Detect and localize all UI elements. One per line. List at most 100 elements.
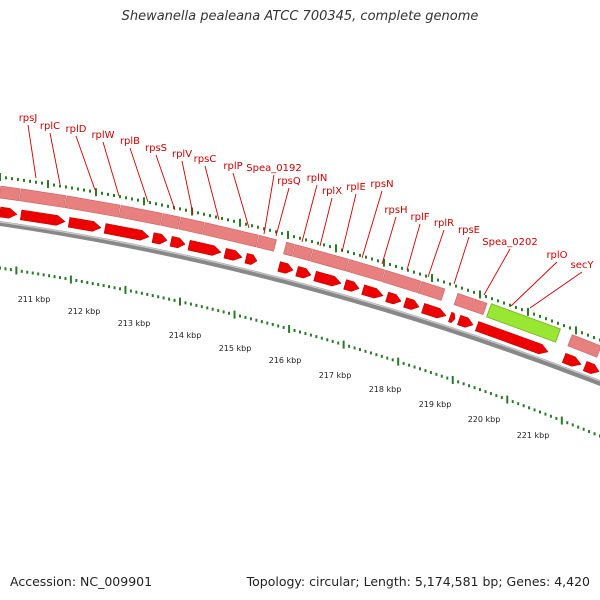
leader-line [263, 174, 275, 235]
leader-line [102, 141, 120, 197]
scale-tick [0, 266, 1, 270]
scale-tick [304, 332, 307, 336]
ring-tick [245, 222, 247, 226]
scale-tick [288, 324, 291, 333]
leader-line [361, 190, 383, 259]
scale-tick [462, 382, 465, 386]
ring-tick [425, 274, 427, 278]
scale-tick [484, 390, 487, 394]
ring-tick [557, 321, 559, 325]
scale-tick [162, 296, 165, 300]
scale-tick [168, 297, 171, 301]
leader-line [453, 236, 470, 285]
ring-tick [59, 184, 61, 188]
gene-box-outer [0, 185, 21, 201]
scale-tick [146, 292, 149, 296]
scale-tick [593, 432, 596, 436]
ring-tick [347, 250, 349, 254]
leader-line [75, 135, 96, 191]
gene-box-outer [256, 235, 277, 252]
scale-tick [419, 367, 421, 371]
scale-tick [555, 416, 558, 420]
ring-tick [107, 192, 109, 196]
scale-tick [402, 361, 405, 365]
gene-label-rpsq: rpsQ [277, 176, 301, 187]
scale-tick [255, 318, 258, 322]
scale-tick [544, 412, 547, 416]
scale-tick [271, 323, 274, 327]
gene-box-outer [118, 204, 163, 226]
ring-tick [533, 312, 535, 316]
ring-tick [149, 201, 151, 205]
scale-tick [424, 369, 427, 373]
ring-tick [485, 295, 487, 299]
scale-tick [489, 392, 492, 396]
scale-tick [217, 309, 220, 313]
scale-tick [522, 404, 525, 408]
scale-tick [380, 354, 383, 358]
scale-label: 217 kbp [319, 371, 352, 380]
scale-tick [119, 287, 121, 291]
scale-tick [348, 344, 351, 348]
map-title: Shewanella pealeana ATCC 700345, complet… [121, 9, 479, 24]
ring-tick [311, 240, 313, 244]
scale-label: 220 kbp [468, 415, 501, 424]
scale-tick [64, 277, 67, 281]
scale-tick [571, 423, 574, 427]
scale-tick [386, 356, 389, 360]
leader-line [510, 261, 558, 307]
scale-label: 212 kbp [68, 307, 101, 316]
ring-tick [299, 236, 301, 240]
gene-label-rplc: rplC [40, 121, 60, 132]
scale-label: 214 kbp [169, 331, 202, 340]
gene-arrow-inner [187, 239, 222, 256]
ring-tick [221, 216, 223, 220]
gene-box-outer [292, 244, 313, 262]
ring-tick [71, 186, 73, 190]
scale-tick [260, 320, 263, 324]
scale-tick [80, 279, 83, 283]
gene-arrow-inner [0, 206, 18, 219]
scale-tick [359, 348, 361, 352]
ring-tick [587, 333, 589, 337]
leader-line [406, 223, 421, 271]
genome-stats-text: Topology: circular; Length: 5,174,581 bp… [246, 574, 590, 589]
gene-box-outer [381, 269, 422, 294]
ring-tick [125, 196, 127, 200]
ring-tick [365, 255, 367, 259]
ring-tick [281, 231, 283, 235]
scale-tick [440, 374, 443, 378]
scale-tick [26, 270, 29, 274]
gene-label-rpsj: rpsJ [19, 113, 38, 124]
scale-tick [539, 410, 541, 414]
scale-tick [364, 349, 367, 353]
scale-tick [266, 321, 269, 325]
ring-tick [119, 195, 121, 199]
scale-tick [173, 298, 176, 302]
scale-tick [53, 275, 56, 279]
gene-arrow-inner [457, 314, 474, 328]
scale-tick [479, 388, 481, 392]
scale-label: 218 kbp [369, 385, 402, 394]
scale-tick [517, 402, 520, 406]
ring-tick [53, 183, 55, 187]
ring-tick [155, 202, 157, 206]
scale-tick [337, 341, 340, 345]
gene-box-outer [310, 249, 350, 272]
ring-tick [455, 284, 457, 288]
scale-label: 211 kbp [18, 295, 51, 304]
gene-label-rplw: rplW [91, 130, 114, 141]
scale-tick [102, 284, 105, 288]
ring-tick [47, 180, 49, 189]
ring-tick [17, 178, 19, 182]
gene-label-rpsn: rpsN [370, 179, 393, 190]
gene-arrow-inner [421, 303, 447, 319]
scale-tick [413, 365, 416, 369]
scale-tick [582, 427, 585, 431]
gene-box-outer [64, 195, 121, 218]
ring-tick [191, 207, 193, 216]
scale-tick [429, 370, 432, 374]
scale-label: 219 kbp [419, 400, 452, 409]
